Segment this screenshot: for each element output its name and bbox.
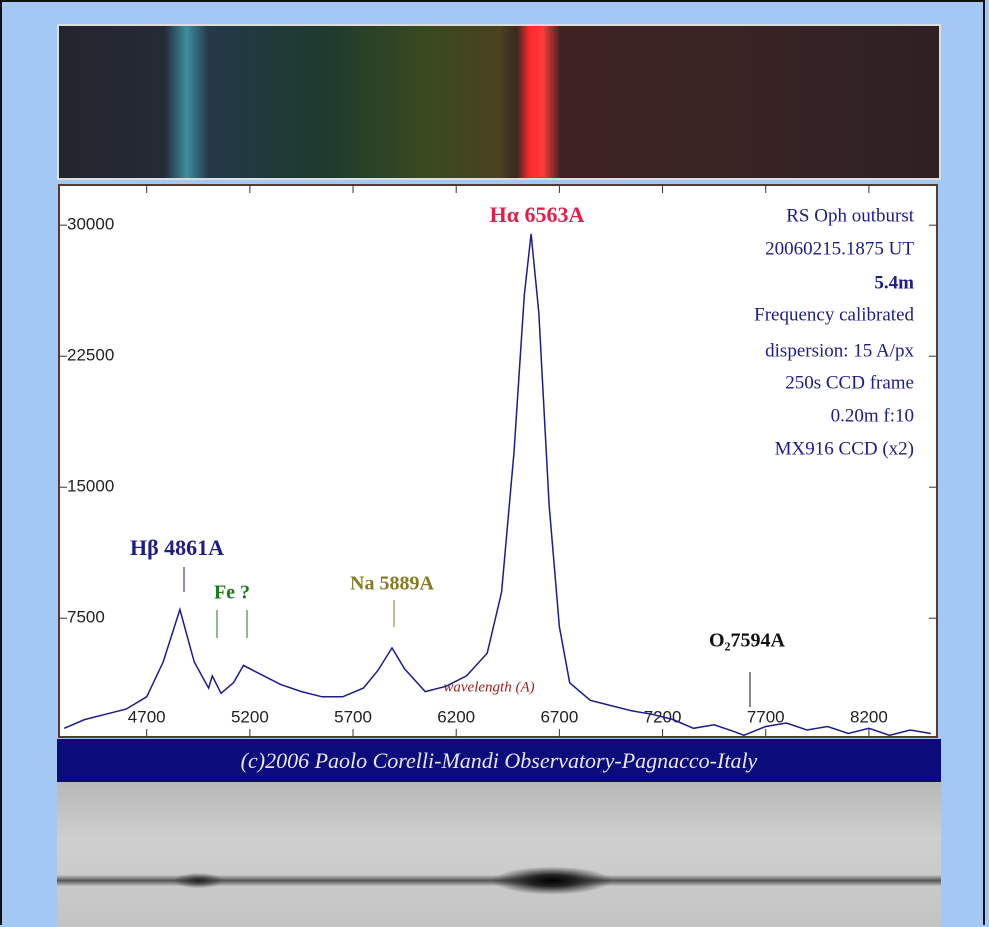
info-line: RS Oph outburst bbox=[786, 205, 914, 226]
y-tick-label: 15000 bbox=[67, 477, 114, 496]
x-tick-label: 7700 bbox=[747, 707, 785, 726]
info-line: 20060215.1875 UT bbox=[765, 238, 914, 259]
x-tick-label: 5700 bbox=[334, 707, 372, 726]
x-tick-label: 5200 bbox=[231, 707, 269, 726]
info-line: 0.20m f:10 bbox=[831, 405, 914, 426]
x-axis-label: wavelength (A) bbox=[443, 679, 534, 695]
annotation: Na 5889A bbox=[350, 573, 434, 595]
y-tick-label: 30000 bbox=[67, 215, 114, 234]
info-line: MX916 CCD (x2) bbox=[775, 438, 914, 459]
x-tick-label: 4700 bbox=[128, 707, 166, 726]
x-tick-label: 8200 bbox=[850, 707, 888, 726]
x-tick-label: 6700 bbox=[540, 707, 578, 726]
plot-frame bbox=[58, 184, 938, 738]
annotation: Hα 6563A bbox=[490, 202, 585, 227]
y-tick-label: 22500 bbox=[67, 346, 114, 365]
annotations: Hα 6563A Hβ 4861A Fe ? Na 5889A O₂7594A … bbox=[130, 202, 786, 707]
y-tick-label: 7500 bbox=[67, 608, 105, 627]
gray-spectrum bbox=[57, 782, 941, 927]
annotation: O₂7594A bbox=[709, 630, 786, 652]
footer: (c)2006 Paolo Corelli-Mandi Observatory-… bbox=[57, 739, 941, 782]
info-line: 5.4m bbox=[874, 272, 914, 293]
spectrum-line bbox=[63, 233, 931, 737]
info-line: 250s CCD frame bbox=[785, 372, 914, 393]
annotation: Hβ 4861A bbox=[130, 535, 224, 560]
info-line: dispersion: 15 A/px bbox=[765, 340, 914, 361]
info-line: Frequency calibrated bbox=[754, 304, 914, 325]
annotation: Fe ? bbox=[214, 582, 250, 604]
x-tick-label: 6200 bbox=[437, 707, 475, 726]
color-spectrum bbox=[57, 24, 941, 180]
